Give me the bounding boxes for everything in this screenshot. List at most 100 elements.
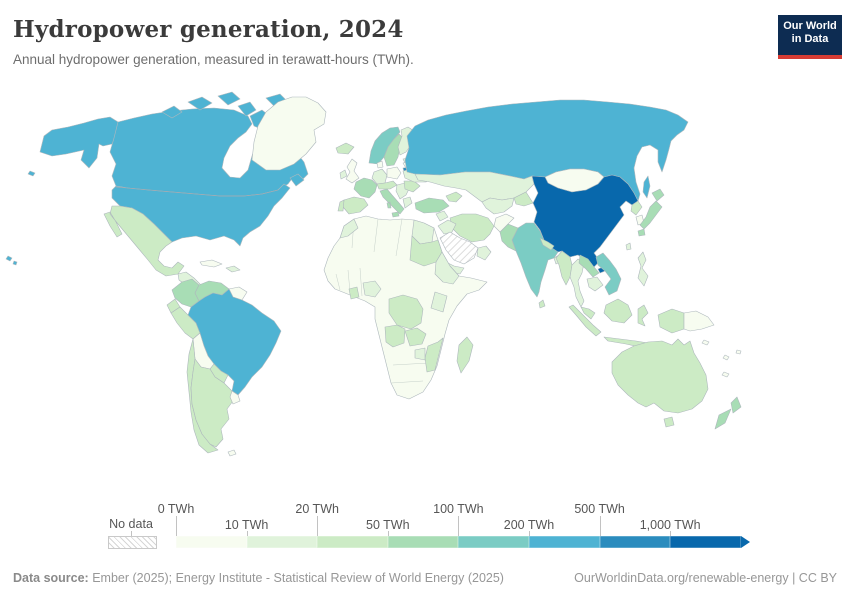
region-zimbabwe[interactable]	[414, 347, 426, 361]
region-syria[interactable]	[435, 210, 449, 222]
legend-tick-mark	[458, 516, 460, 536]
region-denmark[interactable]	[376, 160, 384, 169]
region-nigeria[interactable]	[362, 280, 382, 298]
region-norway[interactable]	[368, 126, 401, 165]
region-laos[interactable]	[578, 254, 600, 278]
region-cuba[interactable]	[199, 259, 223, 268]
legend-color-segment[interactable]	[317, 536, 388, 548]
region-philippines[interactable]	[637, 251, 649, 287]
region-france[interactable]	[353, 177, 378, 199]
legend-color-segment[interactable]	[458, 536, 529, 548]
region-morocco[interactable]	[339, 218, 359, 239]
us-canada-border	[115, 186, 279, 197]
region-tasmania[interactable]	[663, 416, 675, 428]
region-turkmenistan-uzbekistan[interactable]	[481, 197, 515, 215]
region-newfoundland[interactable]	[289, 173, 305, 187]
legend-tick-label: 1,000 TWh	[639, 518, 701, 532]
region-pacific-islands[interactable]	[701, 339, 742, 378]
region-taiwan[interactable]	[625, 242, 632, 251]
legend-tick-mark	[317, 516, 319, 536]
region-mozambique[interactable]	[424, 337, 444, 373]
legend-tick-mark	[246, 531, 248, 536]
region-new-zealand[interactable]	[714, 396, 742, 430]
region-pakistan[interactable]	[499, 223, 519, 252]
owid-logo[interactable]: Our World in Data	[778, 15, 842, 59]
region-united-kingdom[interactable]	[345, 158, 360, 184]
page-title: Hydropower generation, 2024	[13, 16, 404, 43]
legend-no-data-swatch[interactable]	[108, 536, 157, 549]
region-falklands[interactable]	[227, 449, 237, 457]
page-subtitle: Annual hydropower generation, measured i…	[13, 52, 414, 67]
legend-color-segment[interactable]	[387, 536, 459, 548]
region-sri-lanka[interactable]	[538, 299, 546, 309]
owid-logo-line1: Our World	[783, 20, 837, 32]
region-myanmar[interactable]	[555, 250, 573, 286]
region-arctic-islands[interactable]	[161, 91, 289, 131]
region-ghana[interactable]	[348, 286, 360, 300]
region-kenya-tanzania[interactable]	[430, 291, 448, 313]
region-argentina[interactable]	[190, 358, 239, 448]
owid-logo-line2: in Data	[791, 33, 829, 45]
legend-no-data-label: No data	[109, 517, 153, 531]
region-oman[interactable]	[476, 245, 492, 261]
region-vietnam[interactable]	[595, 252, 622, 296]
region-hawaii[interactable]	[5, 255, 18, 266]
region-dr-congo[interactable]	[388, 294, 424, 330]
data-source-text: Ember (2025); Energy Institute - Statist…	[88, 571, 504, 585]
region-iran[interactable]	[449, 213, 495, 243]
region-india[interactable]	[511, 222, 559, 298]
region-malaysia[interactable]	[580, 306, 596, 320]
legend-color-segment[interactable]	[246, 536, 318, 548]
sahara-borders	[335, 218, 430, 384]
region-greenland[interactable]	[251, 96, 327, 171]
region-iceland[interactable]	[335, 142, 355, 155]
region-ethiopia[interactable]	[434, 251, 460, 285]
legend-color-segment[interactable]	[529, 536, 600, 548]
region-kyrgyzstan-tajikistan[interactable]	[513, 191, 534, 207]
region-zambia[interactable]	[404, 327, 427, 347]
region-saudi-arabia[interactable]	[439, 231, 479, 265]
region-nepal[interactable]	[539, 237, 555, 251]
region-germany[interactable]	[371, 168, 388, 185]
region-sulawesi[interactable]	[637, 304, 649, 327]
legend-tick-label: 50 TWh	[366, 518, 410, 532]
region-aleutians[interactable]	[27, 170, 36, 177]
region-australia[interactable]	[611, 338, 709, 414]
region-papua-new-guinea[interactable]	[683, 310, 715, 332]
region-sakhalin[interactable]	[642, 175, 651, 199]
footer-data-source: Data source: Ember (2025); Energy Instit…	[13, 571, 504, 585]
legend-tick-mark	[387, 531, 389, 536]
region-north-korea[interactable]	[630, 200, 643, 216]
region-alaska[interactable]	[39, 116, 121, 169]
region-papua-indonesia[interactable]	[657, 308, 685, 334]
region-madagascar[interactable]	[456, 336, 474, 374]
region-spain[interactable]	[342, 196, 369, 215]
legend-color-segment[interactable]	[670, 536, 741, 548]
region-turkey[interactable]	[414, 197, 450, 214]
region-mexico[interactable]	[103, 205, 185, 277]
region-italy[interactable]	[379, 188, 405, 218]
region-portugal[interactable]	[337, 199, 345, 212]
region-ireland[interactable]	[339, 169, 348, 180]
region-iraq[interactable]	[437, 219, 457, 235]
region-caucasus[interactable]	[445, 191, 463, 203]
region-angola[interactable]	[384, 324, 406, 348]
legend-tick-mark	[529, 531, 530, 536]
region-poland[interactable]	[386, 166, 402, 180]
region-thailand[interactable]	[569, 258, 585, 308]
legend-color-segment[interactable]	[599, 536, 671, 548]
region-greece[interactable]	[402, 196, 413, 209]
region-uruguay[interactable]	[229, 390, 241, 405]
region-cambodia[interactable]	[586, 276, 604, 292]
region-japan[interactable]	[637, 188, 665, 237]
footer-link[interactable]: OurWorldinData.org/renewable-energy | CC…	[574, 571, 837, 585]
region-hispaniola[interactable]	[225, 265, 241, 273]
legend-tick-label: 500 TWh	[574, 502, 625, 516]
region-sumatra[interactable]	[568, 304, 602, 337]
region-borneo[interactable]	[603, 298, 633, 324]
legend-tick-mark	[599, 516, 601, 536]
legend-color-segment[interactable]	[176, 536, 247, 548]
legend-tick-label: 200 TWh	[503, 518, 555, 532]
